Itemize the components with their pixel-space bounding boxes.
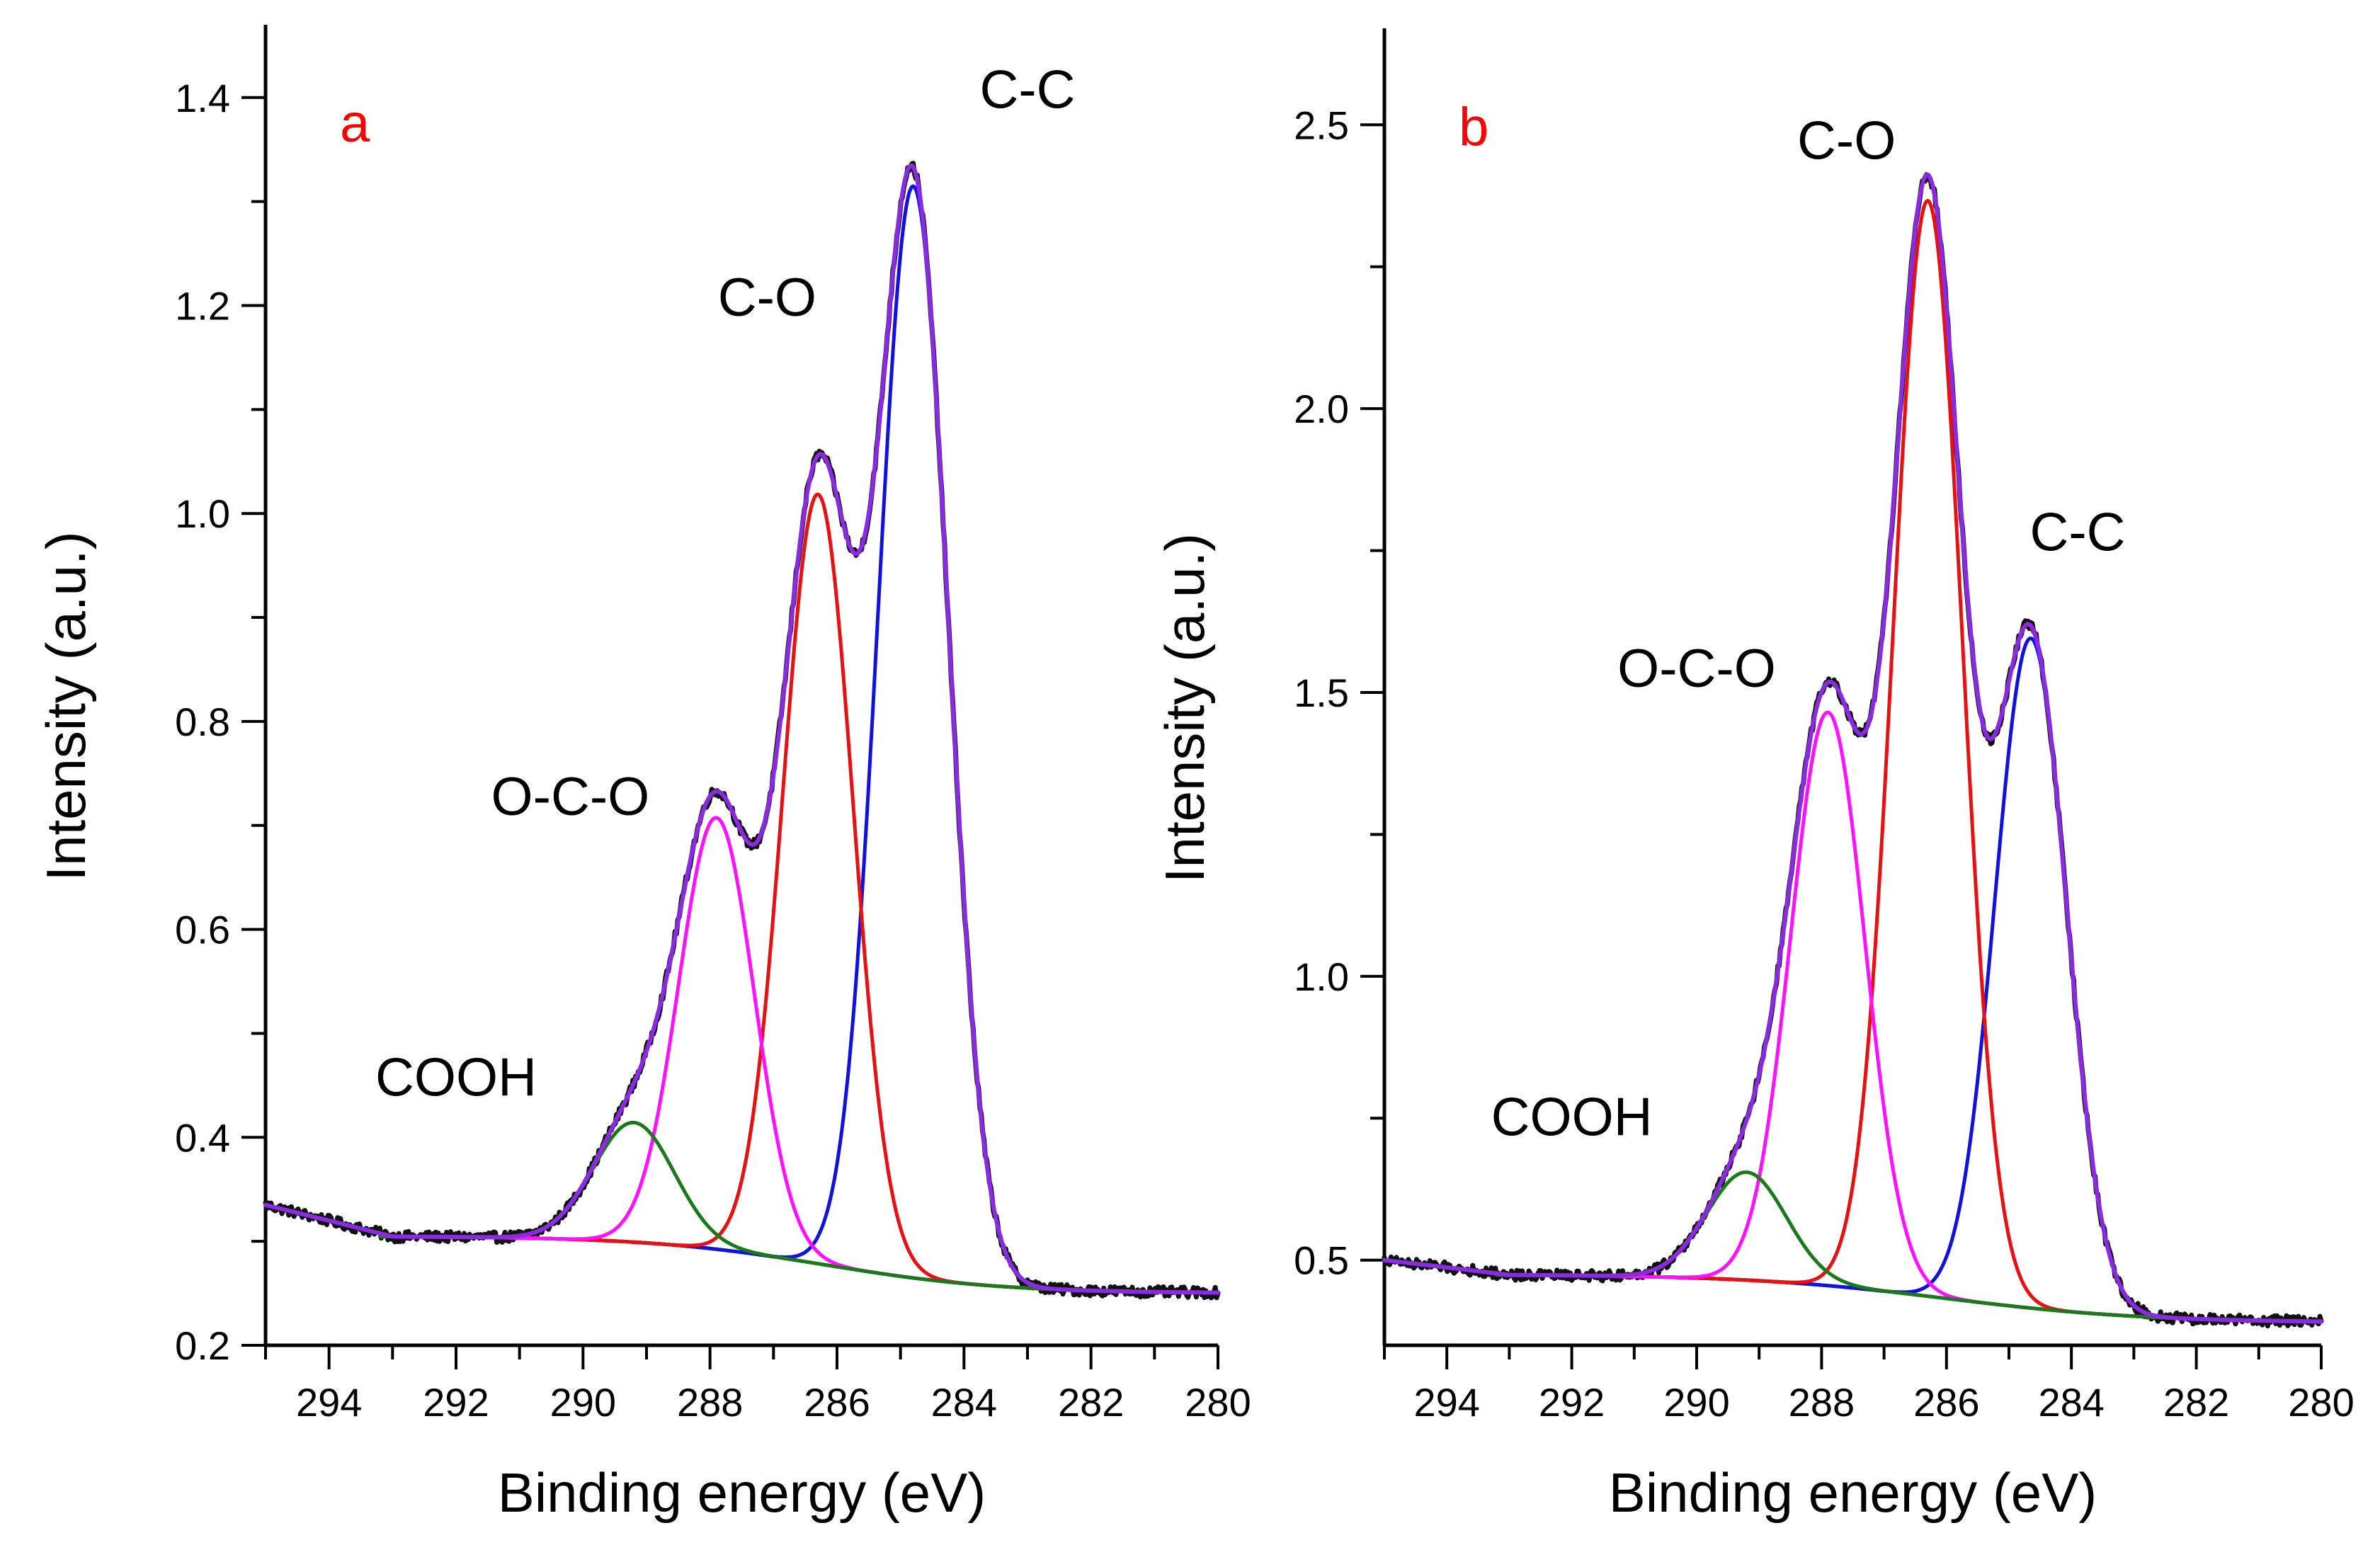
- y-tick-label: 1.0: [1294, 954, 1349, 999]
- panel-a: 294 292 290 288 286 284 282 280 0.2 0.4 0.6 0.8 1.0 1…: [35, 25, 1251, 1524]
- y-tick-label: 2.5: [1294, 103, 1349, 147]
- y-axis-title: Intensity (a.u.): [35, 531, 97, 881]
- x-tick-label: 288: [677, 1380, 743, 1425]
- peak-label-o-c-o: O-C-O: [491, 767, 650, 827]
- y-tick-label: 0.2: [175, 1323, 230, 1368]
- component-c-o: [1495, 198, 2323, 1323]
- peak-label-c-c: C-C: [979, 59, 1075, 120]
- peak-label-cooh: COOH: [1491, 1087, 1653, 1147]
- x-tick-label: 280: [1185, 1380, 1251, 1425]
- panel-letter: b: [1459, 97, 1488, 157]
- panel-letter: a: [340, 93, 370, 154]
- x-tick-label: 282: [1058, 1380, 1124, 1425]
- x-tick-label: 284: [2038, 1380, 2104, 1425]
- y-axis-title: Intensity (a.u.): [1154, 533, 1216, 883]
- x-tick-label: 288: [1789, 1380, 1855, 1425]
- fit-envelope: [1382, 172, 2323, 1324]
- x-tick-label: 286: [1913, 1380, 1979, 1425]
- component-o-c-o: [1495, 710, 2323, 1323]
- component-c-o: [377, 492, 1220, 1295]
- component-c-c: [1495, 636, 2323, 1323]
- x-tick-label: 284: [931, 1380, 997, 1425]
- y-tick-label: 1.2: [175, 283, 230, 328]
- component-c-c: [377, 184, 1220, 1295]
- y-tick-label: 1.5: [1294, 671, 1349, 715]
- x-tick-label: 280: [2288, 1380, 2354, 1425]
- y-tick-label: 2.0: [1294, 387, 1349, 431]
- x-tick-label: 292: [1539, 1380, 1605, 1425]
- y-tick-label: 1.4: [175, 76, 230, 120]
- fit-envelope: [263, 163, 1220, 1295]
- x-tick-label: 294: [1413, 1380, 1479, 1425]
- y-tick-label: 0.8: [175, 700, 230, 744]
- component-cooh: [377, 1120, 1220, 1295]
- x-tick-label: 290: [1663, 1380, 1729, 1425]
- y-tick-label: 0.6: [175, 908, 230, 952]
- x-tick-label: 282: [2163, 1380, 2229, 1425]
- peak-label-c-c: C-C: [2029, 503, 2125, 563]
- x-tick-label: 292: [423, 1380, 489, 1425]
- y-tick-label: 0.5: [1294, 1238, 1349, 1283]
- peak-label-c-o: C-O: [718, 268, 816, 328]
- raw-spectrum: [263, 161, 1221, 1301]
- x-axis-title: Binding energy (eV): [498, 1461, 986, 1524]
- x-axis-title: Binding energy (eV): [1609, 1461, 2097, 1524]
- background-baseline: [377, 1234, 1220, 1295]
- x-tick-label: 290: [550, 1380, 616, 1425]
- y-tick-label: 1.0: [175, 491, 230, 536]
- y-tick-label: 0.4: [175, 1115, 230, 1160]
- panel-b: 294 292 290 288 286 284 282 280 0.5 1.0 1.5 2.0 2.5 B…: [1154, 28, 2355, 1524]
- peak-label-o-c-o: O-C-O: [1617, 639, 1776, 699]
- raw-spectrum: [1382, 172, 2324, 1329]
- peak-label-c-o: C-O: [1797, 110, 1896, 171]
- x-tick-label: 286: [804, 1380, 870, 1425]
- x-tick-label: 294: [296, 1380, 362, 1425]
- peak-label-cooh: COOH: [375, 1048, 537, 1108]
